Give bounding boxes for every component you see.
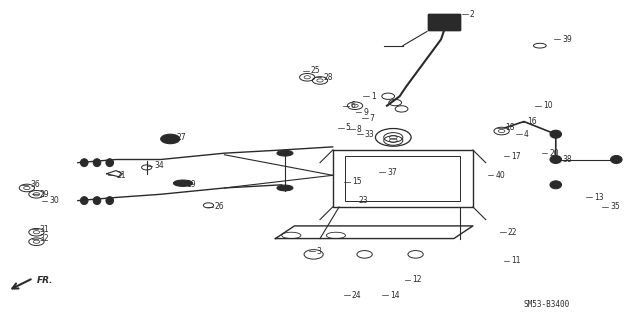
Text: 6: 6 (351, 101, 355, 110)
Text: 38: 38 (562, 155, 572, 164)
Text: 21: 21 (116, 171, 125, 180)
Ellipse shape (81, 159, 88, 167)
Text: 14: 14 (390, 291, 400, 300)
Text: 7: 7 (370, 114, 374, 123)
Ellipse shape (106, 197, 113, 204)
Text: 36: 36 (30, 180, 40, 189)
Text: 34: 34 (154, 161, 164, 170)
Text: 16: 16 (527, 117, 537, 126)
Text: 18: 18 (505, 123, 515, 132)
Text: 28: 28 (323, 73, 333, 82)
Text: 39: 39 (562, 35, 572, 44)
Bar (346, 156, 460, 201)
Text: 31: 31 (40, 225, 49, 234)
Text: 29: 29 (40, 190, 49, 199)
Ellipse shape (611, 156, 622, 163)
Ellipse shape (81, 197, 88, 204)
Text: 13: 13 (594, 193, 604, 202)
Text: 24: 24 (352, 291, 362, 300)
Text: 40: 40 (495, 171, 505, 180)
Ellipse shape (550, 181, 561, 189)
Text: 15: 15 (352, 177, 362, 186)
Text: 3: 3 (317, 247, 322, 256)
Ellipse shape (550, 130, 561, 138)
Text: 37: 37 (387, 168, 397, 177)
Text: 35: 35 (610, 203, 620, 211)
Text: FR.: FR. (36, 276, 53, 285)
Text: 12: 12 (412, 275, 422, 284)
Text: 27: 27 (177, 133, 186, 142)
Text: 11: 11 (511, 256, 521, 265)
Text: 23: 23 (358, 196, 368, 205)
Text: 30: 30 (49, 196, 59, 205)
Text: 32: 32 (40, 234, 49, 243)
Ellipse shape (93, 159, 100, 167)
Text: 26: 26 (215, 203, 225, 211)
Text: 8: 8 (357, 125, 362, 134)
Text: 2: 2 (470, 10, 474, 19)
Text: SM53-B3400: SM53-B3400 (524, 300, 570, 309)
Text: 5: 5 (346, 123, 350, 132)
Ellipse shape (93, 197, 100, 204)
Circle shape (161, 134, 180, 144)
Text: 9: 9 (364, 108, 368, 116)
Bar (428, 14, 460, 30)
Ellipse shape (277, 150, 293, 156)
Text: 4: 4 (524, 130, 529, 139)
Text: 1: 1 (371, 92, 376, 101)
Text: 33: 33 (365, 130, 374, 139)
Text: 17: 17 (511, 152, 521, 161)
Text: 25: 25 (310, 66, 320, 76)
Ellipse shape (106, 159, 113, 167)
Bar (428, 14, 460, 30)
Text: 10: 10 (543, 101, 553, 110)
Text: 19: 19 (186, 180, 196, 189)
Text: 22: 22 (508, 228, 518, 237)
Ellipse shape (173, 180, 193, 186)
Text: 20: 20 (549, 149, 559, 158)
Ellipse shape (550, 156, 561, 163)
Ellipse shape (277, 185, 293, 191)
